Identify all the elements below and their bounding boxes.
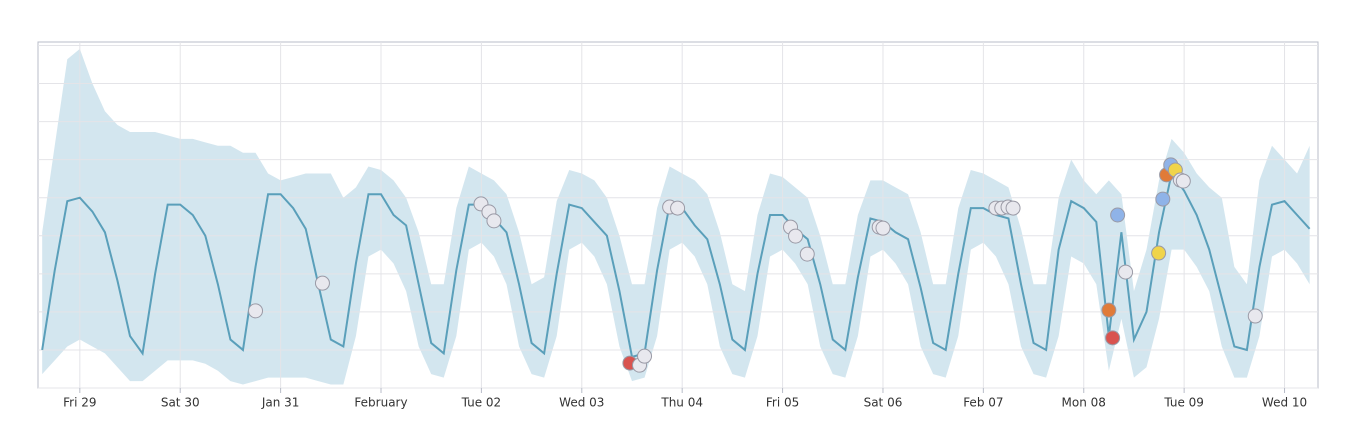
anomaly-point — [1105, 330, 1121, 346]
anomaly-point — [670, 200, 686, 216]
x-tick-label: Sat 30 — [161, 396, 200, 410]
anomaly-point — [1005, 200, 1021, 216]
anomaly-point — [1110, 207, 1126, 223]
anomaly-point — [1118, 264, 1134, 280]
x-tick-label: Mon 08 — [1062, 396, 1106, 410]
x-tick-label: Fri 05 — [766, 396, 799, 410]
anomaly-point — [799, 246, 815, 262]
anomaly-point — [486, 213, 502, 229]
anomaly-point — [1151, 245, 1167, 261]
anomaly-point — [314, 275, 330, 291]
anomaly-point — [248, 303, 264, 319]
x-tick-label: Wed 03 — [559, 396, 604, 410]
anomaly-point — [1175, 173, 1191, 189]
anomaly-point — [788, 228, 804, 244]
confidence-band — [42, 48, 1310, 385]
x-tick-label: Wed 10 — [1262, 396, 1307, 410]
x-tick-label: Feb 07 — [963, 396, 1003, 410]
anomaly-point — [875, 220, 891, 236]
anomaly-point — [637, 348, 653, 364]
x-tick-label: Tue 02 — [461, 396, 502, 410]
x-tick-label: February — [354, 396, 407, 410]
anomaly-point — [1155, 191, 1171, 207]
x-tick-label: Sat 06 — [864, 396, 903, 410]
x-tick-label: Jan 31 — [261, 396, 300, 410]
anomaly-point — [1101, 302, 1117, 318]
anomaly-point — [1247, 308, 1263, 324]
x-tick-label: Tue 09 — [1163, 396, 1204, 410]
x-tick-label: Fri 29 — [63, 396, 96, 410]
x-tick-label: Thu 04 — [660, 396, 703, 410]
